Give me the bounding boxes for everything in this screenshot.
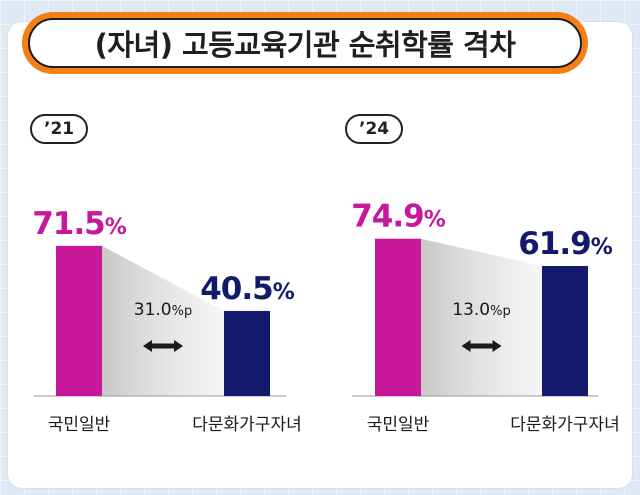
value-label: 74.9%	[351, 199, 446, 235]
value-label: 61.9%	[518, 226, 613, 262]
gap-arrow-shaft	[150, 343, 176, 349]
year-label-2021: ’21	[30, 114, 89, 144]
chart-title: (자녀) 고등교육기관 순취학률 격차	[28, 18, 582, 68]
gap-arrow-left-head	[143, 340, 152, 352]
value-label: 40.5%	[200, 271, 295, 307]
category-label: 다문화가구자녀	[510, 415, 619, 435]
category-label: 국민일반	[367, 415, 430, 435]
bar-general	[56, 245, 102, 396]
bar-general	[375, 238, 421, 396]
gap-arrow-right-head	[174, 340, 183, 352]
category-label: 국민일반	[48, 415, 111, 435]
year-label-2024: ’24	[345, 114, 404, 144]
gap-label: 13.0%p	[452, 300, 510, 320]
gap-shade	[421, 238, 542, 396]
category-label: 다문화가구자녀	[192, 415, 301, 435]
value-label: 71.5%	[32, 206, 127, 242]
bar-multicultural	[542, 266, 588, 396]
gap-arrow-shaft	[468, 343, 495, 349]
gap-arrow-right-head	[492, 340, 502, 352]
gap-shade	[102, 245, 224, 396]
gap-arrow-left-head	[461, 340, 471, 352]
title-banner: (자녀) 고등교육기관 순취학률 격차	[22, 12, 588, 74]
gap-label: 31.0%p	[134, 300, 192, 320]
bar-multicultural	[224, 310, 270, 396]
